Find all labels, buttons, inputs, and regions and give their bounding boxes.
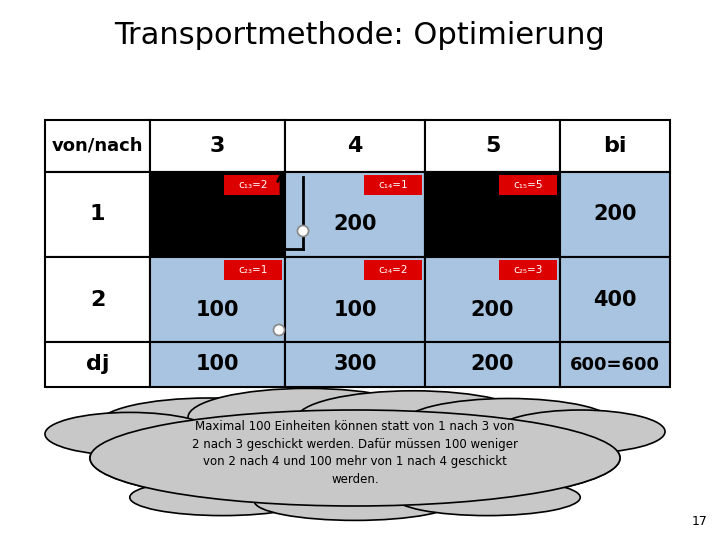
Bar xyxy=(224,175,282,195)
Bar xyxy=(150,120,285,172)
Circle shape xyxy=(274,325,284,335)
Bar xyxy=(425,172,560,257)
Ellipse shape xyxy=(188,388,426,446)
Bar xyxy=(45,120,150,172)
Text: bi: bi xyxy=(603,136,626,156)
Bar xyxy=(560,342,670,387)
Text: Maximal 100 Einheiten können statt von 1 nach 3 von
2 nach 3 geschickt werden. D: Maximal 100 Einheiten können statt von 1… xyxy=(192,420,518,486)
Bar xyxy=(285,120,425,172)
Ellipse shape xyxy=(495,410,665,453)
Text: 400: 400 xyxy=(593,289,636,309)
Bar xyxy=(560,257,670,342)
Text: 1: 1 xyxy=(90,205,105,225)
Text: c₁₅=5: c₁₅=5 xyxy=(513,180,543,190)
Bar xyxy=(45,342,150,387)
Bar xyxy=(150,257,285,342)
Bar xyxy=(285,342,425,387)
Bar xyxy=(364,260,422,280)
Text: 200: 200 xyxy=(471,354,514,375)
Bar xyxy=(425,257,560,342)
Text: 4: 4 xyxy=(347,136,363,156)
Bar xyxy=(285,257,425,342)
Text: 200: 200 xyxy=(333,214,377,234)
Text: c₂₃=1: c₂₃=1 xyxy=(238,265,268,275)
Bar xyxy=(150,342,285,387)
Ellipse shape xyxy=(98,398,320,451)
Text: 17: 17 xyxy=(692,515,708,528)
Text: c₁₄=1: c₁₄=1 xyxy=(378,180,408,190)
Text: 600=600: 600=600 xyxy=(570,355,660,374)
Text: von/nach: von/nach xyxy=(52,137,143,155)
Text: 200: 200 xyxy=(471,300,514,320)
Bar xyxy=(150,172,285,257)
Bar xyxy=(560,172,670,257)
Circle shape xyxy=(297,226,308,237)
Ellipse shape xyxy=(297,391,530,447)
Bar xyxy=(224,260,282,280)
Bar xyxy=(285,172,425,257)
Text: 100: 100 xyxy=(196,300,239,320)
Text: 3: 3 xyxy=(210,136,225,156)
Bar xyxy=(45,172,150,257)
Text: dj: dj xyxy=(86,354,109,375)
Bar xyxy=(425,342,560,387)
Text: 100: 100 xyxy=(333,300,377,320)
Text: 200: 200 xyxy=(593,205,636,225)
Text: c₁₃=2: c₁₃=2 xyxy=(238,180,268,190)
Ellipse shape xyxy=(402,399,615,448)
Text: 300: 300 xyxy=(333,354,377,375)
Bar xyxy=(45,257,150,342)
Text: 100: 100 xyxy=(196,354,239,375)
Ellipse shape xyxy=(45,413,215,456)
Bar xyxy=(499,260,557,280)
Text: c₂₄=2: c₂₄=2 xyxy=(378,265,408,275)
Ellipse shape xyxy=(90,410,620,506)
Text: Transportmethode: Optimierung: Transportmethode: Optimierung xyxy=(114,21,606,50)
Text: 2: 2 xyxy=(90,289,105,309)
Bar xyxy=(560,120,670,172)
Ellipse shape xyxy=(90,410,620,506)
Bar xyxy=(499,175,557,195)
Ellipse shape xyxy=(254,482,456,521)
Text: 5: 5 xyxy=(485,136,500,156)
Ellipse shape xyxy=(130,479,315,516)
Text: c₂₅=3: c₂₅=3 xyxy=(513,265,543,275)
Bar xyxy=(364,175,422,195)
Ellipse shape xyxy=(395,479,580,516)
Bar xyxy=(425,120,560,172)
